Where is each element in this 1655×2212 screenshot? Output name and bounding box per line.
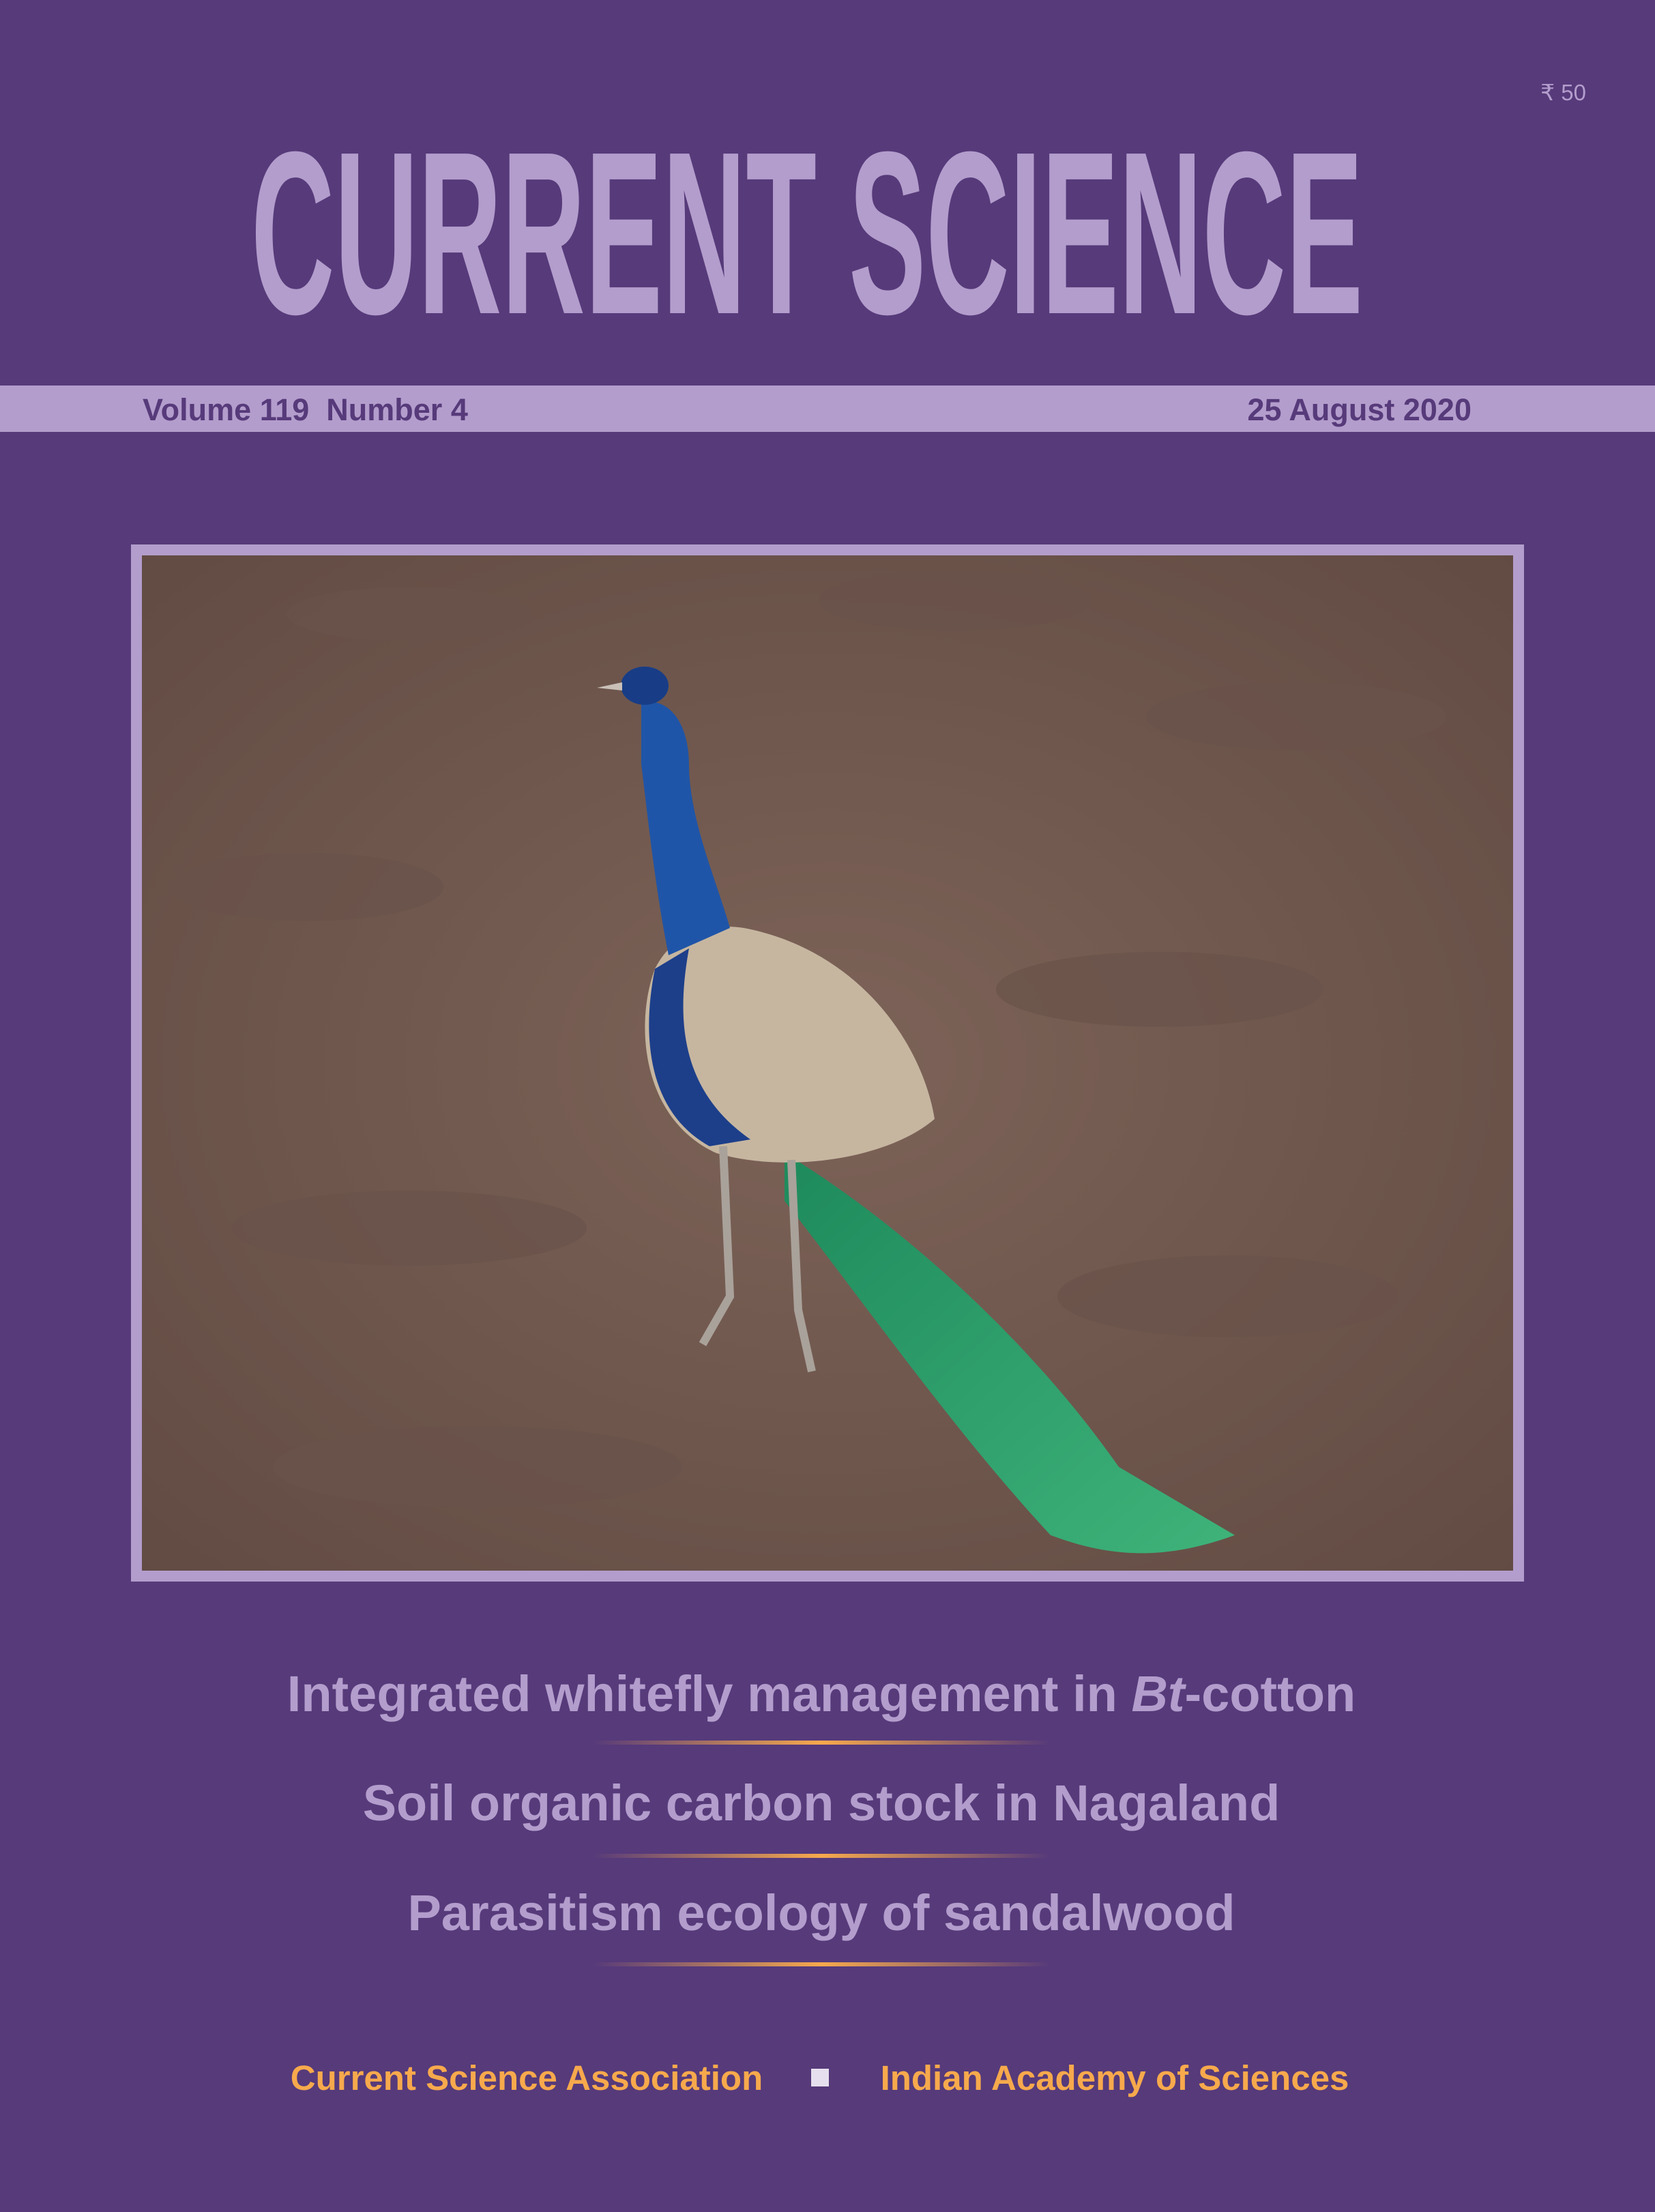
price: ₹ 50 (1540, 80, 1586, 105)
publisher: Indian Academy of Sciences (881, 2058, 1349, 2097)
divider (592, 1962, 1051, 1966)
publisher: Current Science Association (291, 2058, 763, 2097)
headline: Parasitism ecology of sandalwood (407, 1884, 1235, 1941)
issue-number: Volume 119 Number 4 (143, 392, 468, 427)
issue-date: 25 August 2020 (1248, 392, 1471, 427)
divider (592, 1854, 1051, 1858)
headline-text: Integrated whitefly management in (287, 1665, 1132, 1722)
separator (811, 2069, 829, 2086)
cover-photo (131, 544, 1524, 1582)
masthead: CURRENT SCIENCE (251, 104, 1363, 363)
headline-italic: Bt (1131, 1665, 1186, 1722)
headline: Soil organic carbon stock in Nagaland (363, 1775, 1280, 1831)
headline: Integrated whitefly management in Bt-cot… (287, 1665, 1356, 1722)
divider (592, 1741, 1051, 1745)
headline-text: -cotton (1185, 1665, 1356, 1722)
issue-band (0, 385, 1655, 432)
